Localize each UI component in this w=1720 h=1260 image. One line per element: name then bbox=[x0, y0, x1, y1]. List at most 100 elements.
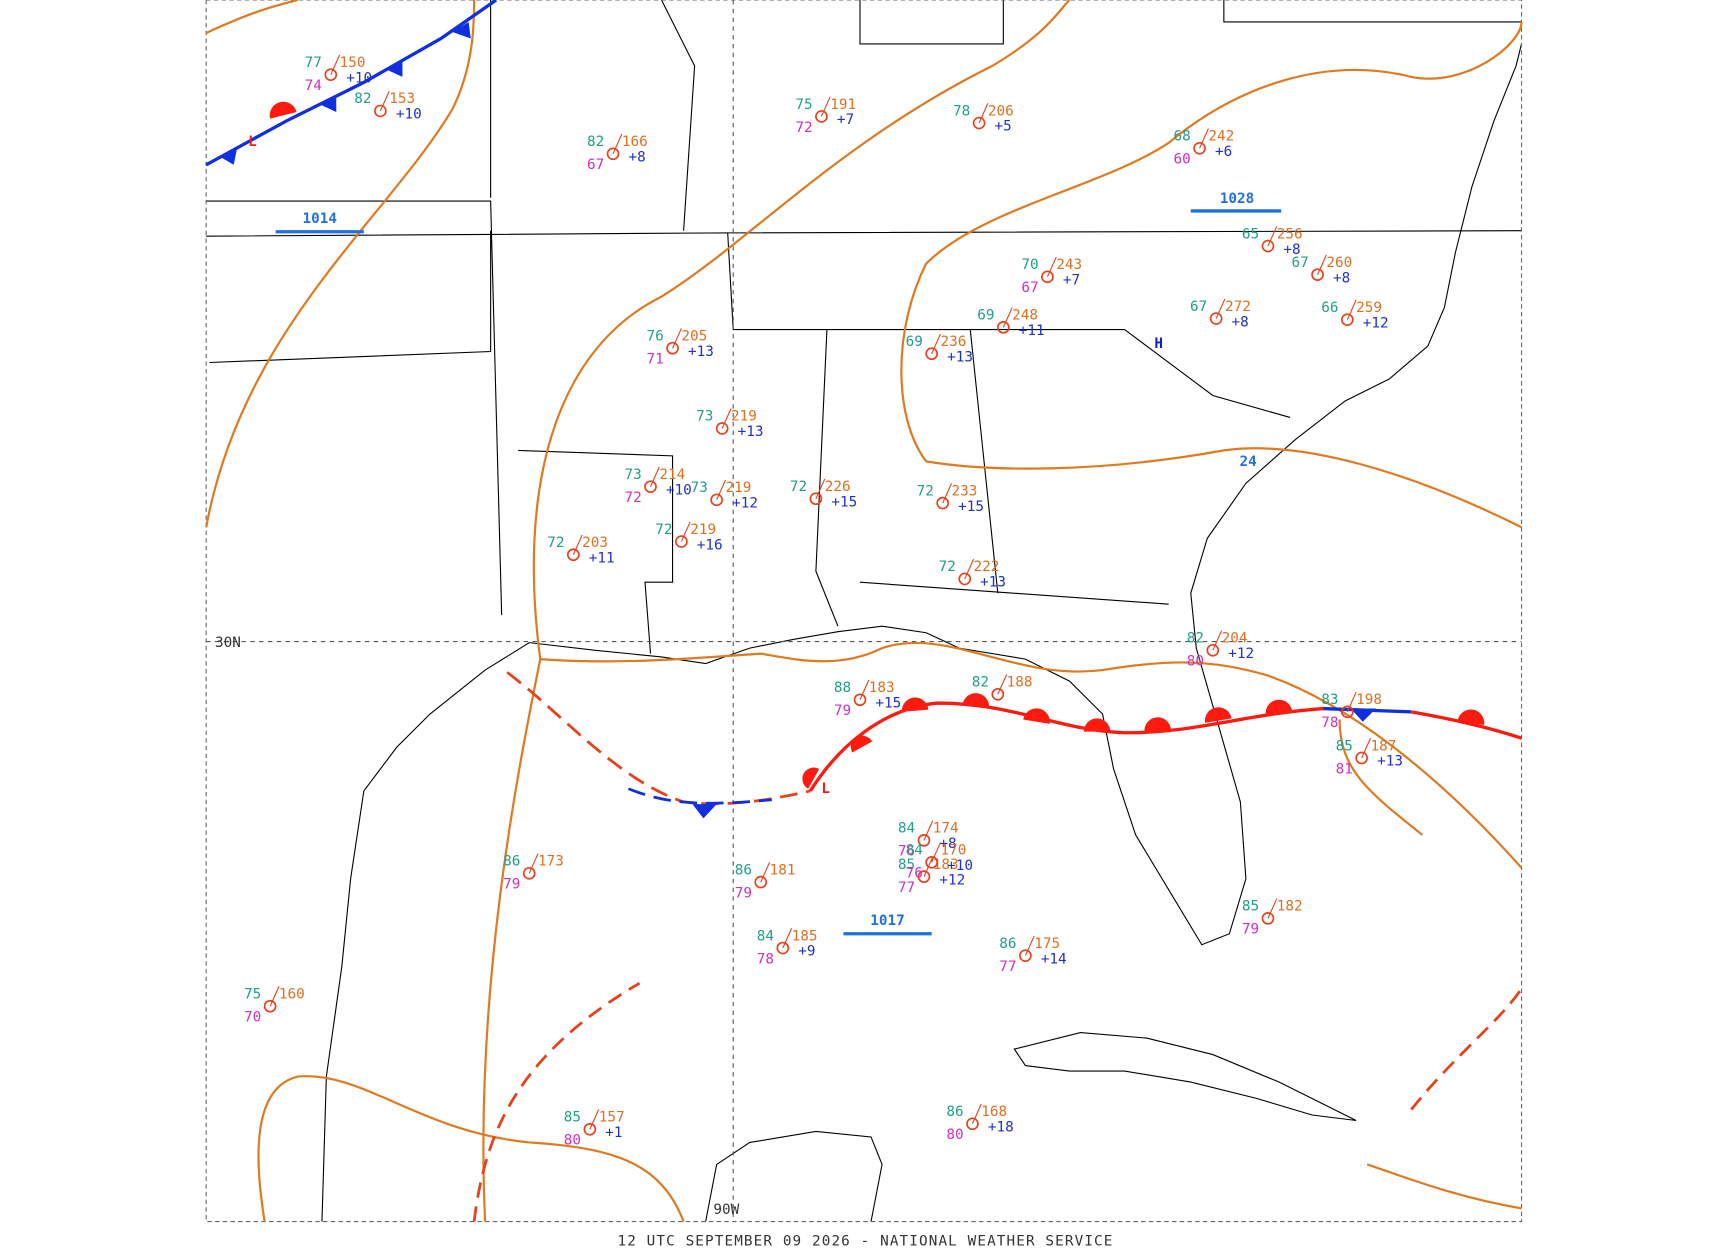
station-symbol bbox=[522, 867, 536, 880]
dewpoint: 70 bbox=[244, 1010, 261, 1026]
isobar bbox=[257, 1075, 685, 1222]
wind-barb bbox=[1346, 299, 1357, 320]
wind-barb bbox=[931, 842, 941, 863]
pressure: 214 bbox=[659, 467, 685, 483]
station-symbol bbox=[263, 999, 277, 1013]
pressure: 243 bbox=[1056, 257, 1082, 273]
wind-barb bbox=[997, 674, 1008, 695]
wind-barb bbox=[589, 1109, 600, 1130]
temperature: 69 bbox=[977, 308, 994, 324]
tendency: +8 bbox=[1333, 270, 1350, 286]
tendency: +16 bbox=[697, 537, 723, 553]
pressure: 160 bbox=[279, 987, 305, 1003]
dewpoint: 80 bbox=[946, 1127, 963, 1143]
wind-barb bbox=[716, 479, 726, 501]
tendency: +13 bbox=[738, 424, 764, 440]
pressure: 173 bbox=[538, 854, 564, 870]
dewpoint: 67 bbox=[1021, 280, 1038, 296]
station-symbol bbox=[1261, 912, 1275, 925]
wind-barb bbox=[330, 54, 341, 75]
temperature: 85 bbox=[1336, 738, 1353, 754]
longitude-label: 90W bbox=[713, 1202, 739, 1218]
pressure: 259 bbox=[1356, 300, 1382, 316]
tendency: +13 bbox=[947, 349, 973, 365]
dewpoint: 79 bbox=[735, 886, 752, 902]
tendency: +11 bbox=[1019, 323, 1045, 339]
temperature: 73 bbox=[696, 409, 713, 425]
temperature: 86 bbox=[735, 862, 752, 878]
dewpoint: 76 bbox=[906, 866, 923, 882]
station-symbol bbox=[754, 875, 768, 889]
wind-barb bbox=[1317, 254, 1327, 275]
map-frame bbox=[205, 0, 1523, 1223]
dewpoint: 81 bbox=[1336, 761, 1353, 777]
temperature: 88 bbox=[834, 680, 851, 696]
pressure: 206 bbox=[988, 103, 1014, 119]
pressure: 222 bbox=[974, 559, 1000, 575]
coastline bbox=[321, 43, 1523, 1222]
tendency: +7 bbox=[1063, 273, 1080, 289]
dewpoint: 77 bbox=[999, 959, 1016, 975]
station-symbol bbox=[991, 687, 1005, 701]
station-symbol bbox=[966, 1117, 979, 1131]
tendency: +11 bbox=[589, 550, 615, 566]
isobar-label: 1017 bbox=[870, 913, 905, 929]
tendency: +13 bbox=[980, 575, 1006, 591]
wind-barb bbox=[1024, 935, 1035, 956]
dewpoint: 79 bbox=[1242, 922, 1259, 938]
dewpoint: 80 bbox=[564, 1133, 581, 1149]
temperature: 72 bbox=[655, 522, 672, 538]
isobars bbox=[205, 0, 1523, 1222]
temperature: 67 bbox=[1291, 255, 1308, 271]
pressure: 175 bbox=[1034, 936, 1060, 952]
trough bbox=[472, 981, 641, 1222]
temperature: 67 bbox=[1190, 299, 1207, 315]
pressure: 272 bbox=[1225, 299, 1251, 315]
fronts bbox=[205, 0, 1523, 819]
tendency: +5 bbox=[995, 119, 1012, 135]
station-symbol bbox=[1261, 239, 1275, 253]
tendency: +12 bbox=[732, 496, 758, 512]
isobar bbox=[205, 0, 476, 528]
temperature: 82 bbox=[587, 134, 604, 150]
wind-barb bbox=[978, 103, 989, 124]
wind-barb bbox=[1199, 128, 1209, 149]
tendency: +12 bbox=[1228, 646, 1254, 662]
wind-barb bbox=[1212, 630, 1223, 651]
wind-barb bbox=[782, 928, 793, 949]
station-symbol bbox=[925, 347, 939, 361]
wind-barb bbox=[528, 853, 539, 874]
temperature: 76 bbox=[646, 329, 663, 345]
pressure: 166 bbox=[622, 134, 648, 150]
isobar-label: 24 bbox=[1239, 454, 1256, 470]
temperature: 70 bbox=[1021, 257, 1038, 273]
station-symbol bbox=[374, 104, 387, 118]
pressure: 236 bbox=[940, 334, 966, 350]
isobar-label: 1028 bbox=[1220, 191, 1255, 207]
wind-barb bbox=[612, 133, 623, 155]
station-symbol bbox=[917, 834, 931, 847]
temperature: 72 bbox=[547, 535, 564, 551]
pressure: 191 bbox=[830, 97, 856, 113]
wind-barb bbox=[971, 1103, 982, 1125]
tendency: +18 bbox=[988, 1119, 1014, 1135]
temperature: 83 bbox=[1321, 692, 1338, 708]
wind-barb bbox=[650, 466, 660, 487]
tendency: +15 bbox=[958, 499, 984, 515]
pressure: 174 bbox=[933, 821, 959, 837]
stationary-front-cold bbox=[627, 787, 772, 805]
wind-barb bbox=[931, 333, 941, 354]
temperature: 84 bbox=[898, 821, 915, 837]
wind-barb bbox=[820, 96, 831, 117]
station-symbol bbox=[675, 535, 688, 548]
station-symbol bbox=[644, 480, 657, 493]
wind-barb bbox=[672, 328, 682, 349]
temperature: 75 bbox=[795, 97, 812, 113]
tendency: +12 bbox=[939, 872, 965, 888]
wind-barb bbox=[1215, 298, 1226, 319]
cuba bbox=[1013, 1032, 1357, 1122]
latitude-label: 30N bbox=[215, 635, 241, 651]
pressure: 170 bbox=[940, 843, 966, 859]
